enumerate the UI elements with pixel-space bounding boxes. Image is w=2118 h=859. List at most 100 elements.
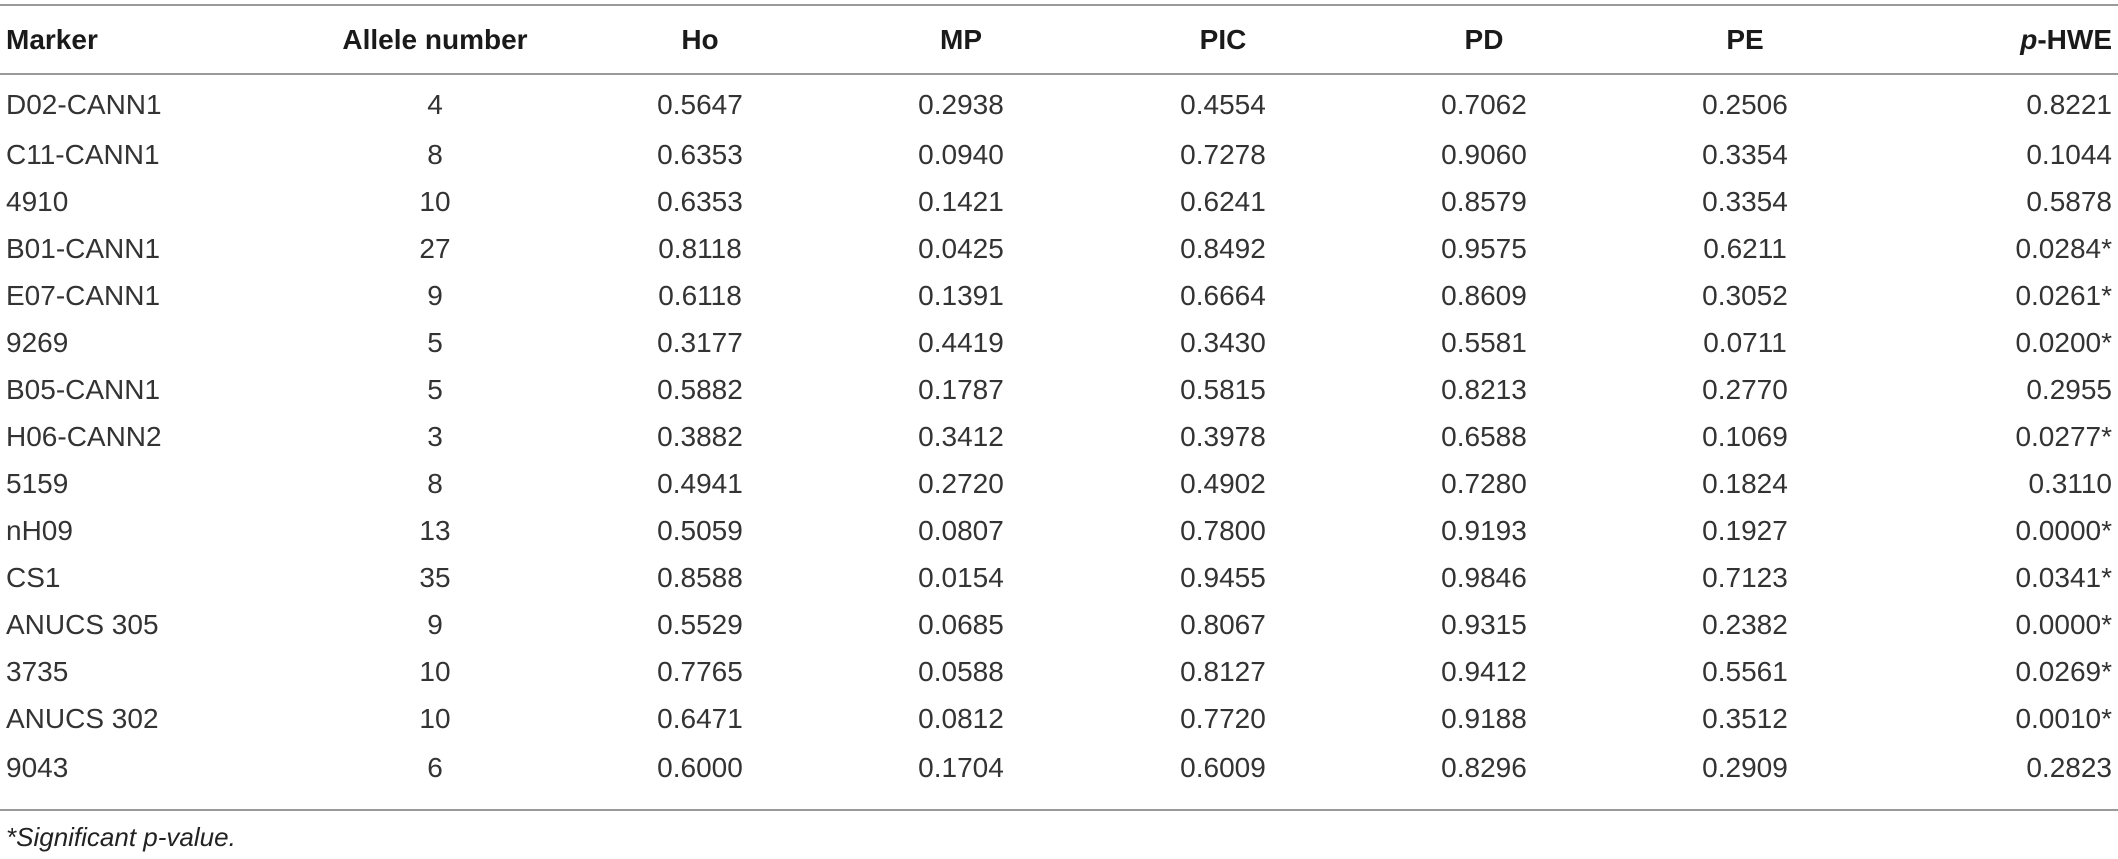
cell-pe: 0.5561 — [1702, 655, 1788, 687]
table-row: 5159 8 0.4941 0.2720 0.4902 0.7280 0.1824 0.311… — [0, 460, 2118, 507]
table-row: B01-CANN1 27 0.8118 0.0425 0.8492 0.9575 0.621… — [0, 225, 2118, 272]
cell-marker: B01-CANN1 — [6, 232, 161, 264]
cell-pic: 0.9455 — [1180, 561, 1266, 593]
cell-marker: ANUCS 305 — [6, 608, 159, 640]
cell-ho: 0.6000 — [657, 752, 743, 783]
header-pd: PD — [1464, 23, 1504, 55]
cell-pe: 0.2909 — [1702, 752, 1788, 783]
cell-pic: 0.8067 — [1180, 608, 1266, 640]
cell-pic: 0.4902 — [1180, 467, 1266, 499]
cell-p-hwe: 0.0200* — [2015, 326, 2112, 358]
header-p-hwe-prefix: p — [2020, 23, 2038, 55]
table-body: D02-CANN1 4 0.5647 0.2938 0.4554 0.7062 0.2506… — [0, 73, 2118, 794]
cell-marker: C11-CANN1 — [6, 138, 160, 170]
cell-pd: 0.9060 — [1441, 138, 1527, 170]
cell-pd: 0.9188 — [1441, 702, 1527, 734]
cell-marker: 5159 — [6, 467, 69, 499]
cell-mp: 0.4419 — [918, 326, 1004, 358]
cell-pd: 0.8296 — [1441, 752, 1527, 783]
cell-p-hwe: 0.0284* — [2015, 232, 2112, 264]
cell-pe: 0.3512 — [1702, 702, 1788, 734]
table-row: H06-CANN2 3 0.3882 0.3412 0.3978 0.6588 0.1069… — [0, 413, 2118, 460]
header-pe: PE — [1726, 23, 1764, 55]
cell-allele-number: 10 — [419, 655, 451, 687]
table-row: ANUCS 302 10 0.6471 0.0812 0.7720 0.9188 0.351… — [0, 695, 2118, 742]
cell-pd: 0.9412 — [1441, 655, 1527, 687]
cell-pe: 0.2506 — [1702, 89, 1788, 120]
cell-mp: 0.0154 — [918, 561, 1004, 593]
cell-mp: 0.0812 — [918, 702, 1004, 734]
cell-pic: 0.6664 — [1180, 279, 1266, 311]
cell-marker: 4910 — [6, 185, 69, 217]
cell-p-hwe: 0.0000* — [2015, 514, 2112, 546]
cell-pd: 0.7062 — [1441, 89, 1527, 120]
cell-marker: E07-CANN1 — [6, 279, 161, 311]
cell-pe: 0.0711 — [1703, 326, 1787, 358]
cell-ho: 0.5529 — [657, 608, 743, 640]
cell-allele-number: 10 — [419, 185, 451, 217]
cell-ho: 0.8118 — [658, 232, 742, 264]
cell-pic: 0.8127 — [1180, 655, 1266, 687]
table-row: 4910 10 0.6353 0.1421 0.6241 0.8579 0.3354 0.58… — [0, 178, 2118, 225]
cell-allele-number: 9 — [427, 279, 443, 311]
table-row: C11-CANN1 8 0.6353 0.0940 0.7278 0.9060 0.3354… — [0, 131, 2118, 178]
cell-marker: H06-CANN2 — [6, 420, 162, 452]
cell-pic: 0.3978 — [1180, 420, 1266, 452]
cell-marker: ANUCS 302 — [6, 702, 159, 734]
cell-mp: 0.1421 — [918, 185, 1004, 217]
cell-ho: 0.7765 — [657, 655, 743, 687]
cell-mp: 0.1704 — [918, 752, 1004, 783]
cell-pic: 0.6009 — [1180, 752, 1266, 783]
header-allele-number: Allele number — [342, 23, 528, 55]
marker-statistics-table: Marker Allele number Ho MP PIC PD PE p-H… — [0, 6, 2118, 794]
cell-mp: 0.0807 — [918, 514, 1004, 546]
cell-pic: 0.5815 — [1180, 373, 1266, 405]
cell-pd: 0.8579 — [1441, 185, 1527, 217]
header-ho: Ho — [681, 23, 719, 55]
cell-p-hwe: 0.1044 — [2026, 138, 2112, 170]
cell-pd: 0.8213 — [1441, 373, 1527, 405]
cell-ho: 0.8588 — [657, 561, 743, 593]
cell-allele-number: 9 — [427, 608, 443, 640]
cell-allele-number: 13 — [419, 514, 451, 546]
header-mp: MP — [940, 23, 982, 55]
cell-pe: 0.3354 — [1702, 185, 1788, 217]
table-row: E07-CANN1 9 0.6118 0.1391 0.6664 0.8609 0.3052… — [0, 272, 2118, 319]
header-marker: Marker — [6, 23, 98, 55]
cell-mp: 0.0588 — [918, 655, 1004, 687]
table-bottom-rule — [0, 809, 2118, 811]
cell-pe: 0.1824 — [1702, 467, 1788, 499]
cell-allele-number: 3 — [427, 420, 443, 452]
cell-pic: 0.7720 — [1180, 702, 1266, 734]
cell-allele-number: 35 — [419, 561, 451, 593]
cell-marker: D02-CANN1 — [6, 89, 162, 120]
cell-p-hwe: 0.5878 — [2026, 185, 2112, 217]
table-row: D02-CANN1 4 0.5647 0.2938 0.4554 0.7062 0.2506… — [0, 73, 2118, 131]
cell-allele-number: 8 — [427, 467, 443, 499]
cell-pic: 0.8492 — [1180, 232, 1266, 264]
cell-pd: 0.5581 — [1441, 326, 1527, 358]
cell-allele-number: 5 — [427, 373, 443, 405]
cell-pd: 0.7280 — [1441, 467, 1527, 499]
cell-pe: 0.3354 — [1702, 138, 1788, 170]
cell-p-hwe: 0.0341* — [2015, 561, 2112, 593]
header-pic: PIC — [1199, 23, 1247, 55]
cell-allele-number: 27 — [419, 232, 451, 264]
cell-pd: 0.8609 — [1441, 279, 1527, 311]
table-row: 9269 5 0.3177 0.4419 0.3430 0.5581 0.0711 0.020… — [0, 319, 2118, 366]
table-row: 3735 10 0.7765 0.0588 0.8127 0.9412 0.5561 0.02… — [0, 648, 2118, 695]
cell-pd: 0.9193 — [1441, 514, 1527, 546]
cell-pe: 0.7123 — [1702, 561, 1788, 593]
cell-marker: nH09 — [6, 514, 73, 546]
cell-pic: 0.7278 — [1180, 138, 1266, 170]
cell-p-hwe: 0.8221 — [2026, 89, 2112, 120]
table-header-row: Marker Allele number Ho MP PIC PD PE p-H… — [0, 6, 2118, 73]
table-row: B05-CANN1 5 0.5882 0.1787 0.5815 0.8213 0.2770… — [0, 366, 2118, 413]
table-top-rule — [0, 4, 2118, 6]
cell-allele-number: 10 — [419, 702, 451, 734]
cell-pd: 0.9575 — [1441, 232, 1527, 264]
table-row: CS1 35 0.8588 0.0154 0.9455 0.9846 0.7123 0.034… — [0, 554, 2118, 601]
cell-mp: 0.1787 — [918, 373, 1004, 405]
cell-pe: 0.2770 — [1702, 373, 1788, 405]
cell-allele-number: 5 — [427, 326, 443, 358]
